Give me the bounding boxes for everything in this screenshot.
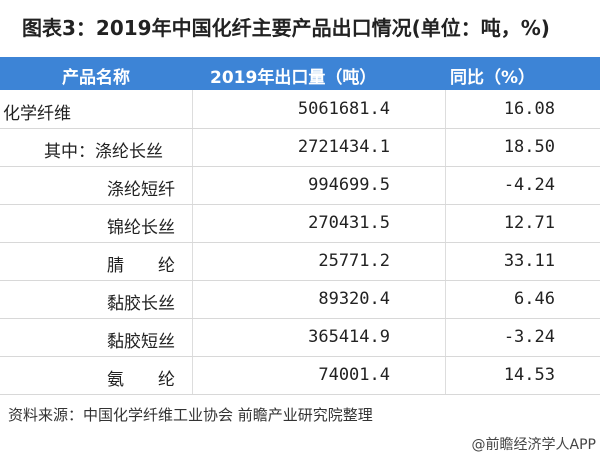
source-note: 资料来源：中国化学纤维工业协会 前瞻产业研究院整理 bbox=[8, 406, 373, 424]
export-volume: 270431.5 bbox=[308, 213, 390, 233]
yoy-change: 6.46 bbox=[514, 289, 555, 309]
table-row: 氨 纶 74001.4 14.53 bbox=[0, 356, 600, 395]
export-volume: 994699.5 bbox=[308, 175, 390, 195]
export-volume: 89320.4 bbox=[318, 289, 390, 309]
table-row: 化学纤维 5061681.4 16.08 bbox=[0, 90, 600, 129]
product-name: 其中：涤纶长丝 bbox=[44, 142, 163, 162]
product-name: 涤纶短纤 bbox=[107, 180, 175, 200]
header-volume: 2019年出口量（吨） bbox=[210, 68, 377, 88]
product-name: 黏胶长丝 bbox=[107, 294, 175, 314]
table-row: 涤纶短纤 994699.5 -4.24 bbox=[0, 166, 600, 205]
product-name: 氨 纶 bbox=[107, 370, 175, 390]
export-volume: 5061681.4 bbox=[297, 99, 390, 119]
yoy-change: 33.11 bbox=[503, 251, 555, 271]
credit: @前瞻经济学人APP bbox=[471, 437, 596, 453]
export-volume: 74001.4 bbox=[318, 365, 390, 385]
export-volume: 2721434.1 bbox=[297, 137, 390, 157]
export-volume: 25771.2 bbox=[318, 251, 390, 271]
table-row: 黏胶短丝 365414.9 -3.24 bbox=[0, 318, 600, 357]
header-product: 产品名称 bbox=[62, 68, 130, 88]
table-row: 其中：涤纶长丝 2721434.1 18.50 bbox=[0, 128, 600, 167]
table-header: 产品名称 2019年出口量（吨） 同比（%） bbox=[0, 57, 600, 90]
table-row: 腈 纶 25771.2 33.11 bbox=[0, 242, 600, 281]
header-yoy: 同比（%） bbox=[450, 68, 536, 88]
table-row: 锦纶长丝 270431.5 12.71 bbox=[0, 204, 600, 243]
product-name: 黏胶短丝 bbox=[107, 332, 175, 352]
chart-title: 图表3：2019年中国化纤主要产品出口情况(单位：吨，%) bbox=[22, 16, 550, 40]
yoy-change: 14.53 bbox=[503, 365, 555, 385]
yoy-change: 18.50 bbox=[503, 137, 555, 157]
export-volume: 365414.9 bbox=[308, 327, 390, 347]
product-name: 化学纤维 bbox=[3, 104, 71, 124]
yoy-change: -3.24 bbox=[503, 327, 555, 347]
yoy-change: 12.71 bbox=[503, 213, 555, 233]
product-name: 锦纶长丝 bbox=[107, 218, 175, 238]
table-row: 黏胶长丝 89320.4 6.46 bbox=[0, 280, 600, 319]
product-name: 腈 纶 bbox=[107, 256, 175, 276]
yoy-change: -4.24 bbox=[503, 175, 555, 195]
yoy-change: 16.08 bbox=[503, 99, 555, 119]
